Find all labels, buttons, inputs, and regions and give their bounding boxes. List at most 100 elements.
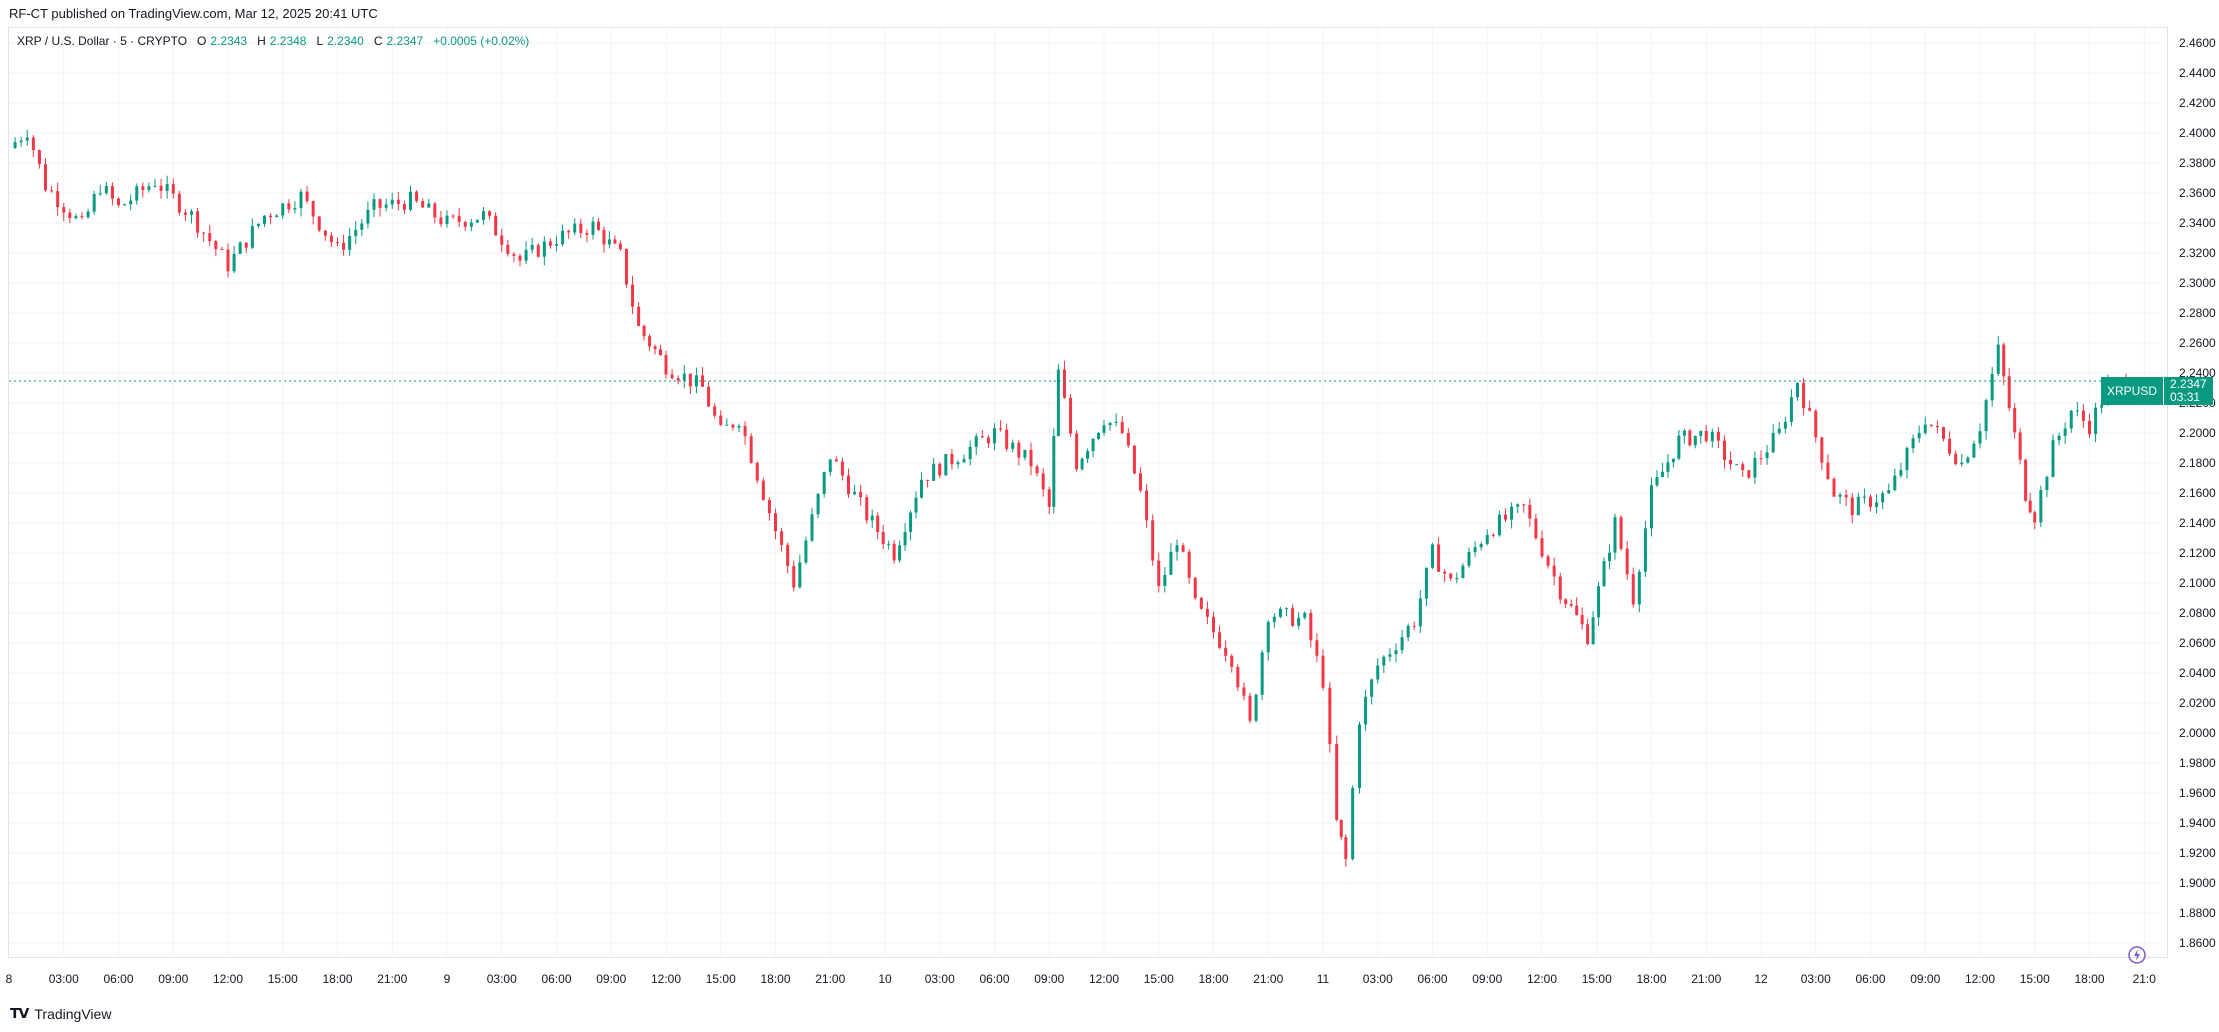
y-tick-label: 2.0400: [2179, 666, 2216, 680]
y-tick-label: 2.4200: [2179, 96, 2216, 110]
candle-body: [1716, 431, 1720, 441]
candle-body: [1802, 382, 1806, 409]
candle-body: [1364, 696, 1368, 725]
candle-body: [719, 415, 723, 425]
candle-body: [1887, 490, 1891, 494]
lightning-icon[interactable]: [2126, 944, 2148, 966]
candle-body: [1218, 632, 1222, 648]
candle-body: [1875, 502, 1879, 507]
candle-body: [402, 204, 406, 210]
x-tick-label: 18:00: [322, 972, 352, 986]
y-tick-label: 1.9200: [2179, 846, 2216, 860]
candle-body: [1086, 450, 1090, 459]
low-label: L: [316, 34, 324, 48]
candle-body: [31, 137, 35, 151]
candle-body: [1285, 608, 1288, 610]
candle-body: [1272, 616, 1276, 622]
candle-body: [196, 211, 200, 233]
candle-body: [500, 235, 504, 245]
candle-body: [1826, 462, 1830, 479]
candle-body: [1412, 625, 1416, 627]
x-tick-label: 15:00: [1582, 972, 1612, 986]
x-tick-label: 12:00: [1089, 972, 1119, 986]
x-tick-label: 12:00: [1527, 972, 1557, 986]
candle-body: [1418, 598, 1422, 627]
candle-body: [165, 184, 169, 191]
candle-body: [870, 515, 874, 521]
x-tick-label: 03:00: [487, 972, 517, 986]
close-value: 2.2347: [386, 34, 424, 48]
candle-body: [881, 532, 885, 544]
candle-body: [1789, 397, 1793, 422]
candle-body: [117, 198, 120, 206]
candle-body: [244, 242, 248, 248]
candle-body: [1309, 612, 1313, 641]
candle-body: [1479, 544, 1483, 548]
candle-body: [804, 540, 808, 563]
candle-body: [1321, 655, 1325, 688]
candle-body: [1905, 448, 1909, 471]
candle-body: [1344, 837, 1348, 860]
candle-body: [494, 215, 498, 236]
x-tick-label: 09:00: [1472, 972, 1502, 986]
candle-body: [548, 241, 552, 246]
candle-body: [834, 459, 838, 462]
candle-body: [409, 191, 412, 210]
candle-body: [159, 185, 163, 191]
candle-body: [1497, 514, 1501, 536]
candle-body: [378, 199, 382, 208]
candle-body: [1382, 656, 1386, 666]
candle-body: [1972, 443, 1976, 458]
candle-body: [311, 201, 315, 217]
candle-body: [1814, 410, 1818, 438]
candle-body: [1080, 458, 1084, 470]
candle-body: [92, 194, 96, 212]
candle-body: [13, 142, 17, 148]
candle-body: [1187, 551, 1191, 578]
tradingview-brand: TradingView: [34, 1005, 112, 1022]
candle-body: [1643, 528, 1647, 572]
x-tick-label: 15:00: [2020, 972, 2050, 986]
candle-body: [653, 346, 657, 350]
tradingview-logo[interactable]: 𝗧𝗩 TradingView: [10, 1005, 111, 1022]
x-tick-label: 21:0: [2133, 972, 2157, 986]
candle-body: [701, 375, 704, 387]
candle-body: [1297, 617, 1301, 626]
candle-body: [1278, 608, 1282, 617]
candle-body: [1351, 787, 1355, 860]
candle-body: [1917, 432, 1921, 439]
candle-body: [1473, 547, 1477, 552]
candle-body: [1339, 819, 1343, 838]
candle-body: [986, 437, 990, 444]
candle-body: [1005, 429, 1009, 449]
candle-body: [670, 374, 674, 379]
candle-body: [642, 325, 646, 337]
candle-body: [1796, 382, 1799, 398]
candle-body: [780, 531, 784, 545]
candle-body: [761, 480, 765, 500]
candle-body: [1075, 433, 1079, 470]
candle-body: [1315, 640, 1319, 656]
candle-body: [573, 223, 577, 233]
candle-body: [914, 497, 918, 513]
candle-body: [618, 243, 622, 250]
candle-body: [1597, 586, 1601, 618]
candle-body: [390, 199, 394, 205]
x-tick-label: 21:00: [377, 972, 407, 986]
candle-body: [1602, 561, 1606, 587]
y-tick-label: 2.2400: [2179, 366, 2216, 380]
candle-body: [1832, 478, 1836, 497]
candle-body: [1735, 464, 1739, 466]
candle-body: [1671, 458, 1675, 463]
candle-body: [956, 462, 960, 465]
candle-body: [798, 562, 802, 588]
candle-body: [631, 284, 635, 307]
x-tick-label: 09:00: [158, 972, 188, 986]
candle-body: [1862, 496, 1866, 498]
candle-body: [1108, 422, 1112, 426]
candle-body: [1242, 687, 1246, 696]
candle-body: [1528, 504, 1532, 519]
candle-body: [421, 201, 425, 208]
candle-body: [585, 232, 589, 235]
